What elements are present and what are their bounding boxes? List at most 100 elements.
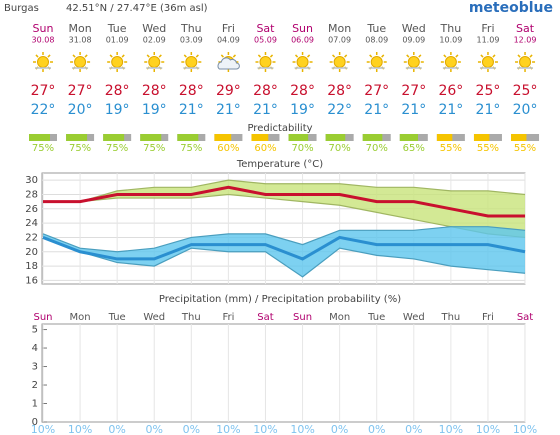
sun-ray [220,54,224,58]
probability-label: 10% [290,423,314,435]
min-temp-label: 21° [438,102,463,118]
sun-icon [185,56,198,68]
y-tick-label: 22 [25,232,38,243]
max-temp-label: 26° [438,83,463,99]
day-date: 12.09 [514,36,537,45]
predictability-bar [288,134,309,141]
y-tick-label: 30 [25,175,38,186]
brand-logo[interactable]: meteoblue [469,0,553,16]
sun-ray [418,54,422,58]
sun-ray [183,54,187,58]
y-tick-label: 1 [32,399,38,410]
day-name: Sun [292,22,313,35]
y-tick-label: 16 [25,275,38,286]
sun-ray [381,54,385,58]
probability-label: 0% [368,423,385,435]
min-temp-label: 22° [31,102,56,118]
sun-ray [344,54,348,58]
max-temp-label: 28° [179,83,204,99]
day-date: 07.09 [328,36,351,45]
y-tick-label: 2 [32,380,38,391]
min-temp-label: 21° [401,102,426,118]
predictability-bar [251,134,269,141]
day-name: Wed [142,22,166,35]
probability-label: 10% [68,423,92,435]
day-date: 04.09 [217,36,240,45]
day-date: 08.09 [365,36,388,45]
precipitation-frame [41,323,526,423]
day-name: Tue [367,312,385,323]
sun-ray [232,54,237,58]
max-temp-label: 25° [476,83,501,99]
day-date: 11.09 [477,36,500,45]
day-date: 02.09 [143,36,166,45]
y-tick-label: 0 [32,417,38,428]
range-edge [43,179,526,203]
probability-label: 10% [216,423,240,435]
min-temp-label: 21° [476,102,501,118]
predictability-bar [362,134,383,141]
day-name: Sun [293,312,312,323]
day-date: 10.09 [439,36,462,45]
day-name: Sun [33,312,52,323]
max-temp-label: 27° [31,83,56,99]
y-tick-label: 26 [25,204,38,215]
day-name: Mon [328,22,351,35]
sun-ray [406,54,410,58]
sun-icon [37,56,49,68]
predictability-bar [399,134,418,141]
predictability-label: 60% [254,143,276,154]
temperature-line [42,235,526,261]
predictability-label: 70% [291,143,313,154]
max-temp-label: 28° [327,83,352,99]
predictability-label: 55% [440,143,462,154]
day-date: 30.08 [32,36,55,45]
max-temp-label: 27° [68,83,93,99]
location: Burgas [4,3,39,14]
predictability-label: 55% [514,143,536,154]
predictability-label: 75% [180,143,202,154]
sun-ray [480,54,484,58]
day-name: Thu [440,22,462,35]
range-edge [42,226,526,253]
predictability-bar [511,134,527,141]
max-temp-label: 25° [513,83,538,99]
temperature-line [43,185,526,218]
predictability-bar [473,134,490,141]
sun-ray [529,54,533,58]
sun-ray [492,54,496,58]
sun-icon [333,56,346,68]
max-temp-label: 28° [105,83,130,99]
day-name: Tue [107,22,127,35]
sun-icon [111,56,124,68]
predictability-bar [103,134,125,141]
sun-ray [146,54,150,58]
sun-ray [306,54,311,58]
min-temp-label: 21° [216,102,241,118]
sun-ray [332,54,336,58]
sun-ray [455,54,459,58]
sun-ray [35,54,39,58]
sun-icon [74,56,87,68]
predictability-bar [140,134,162,141]
predictability-label: 75% [32,143,54,154]
day-date: 31.08 [69,36,92,45]
max-temp-label: 27° [364,83,389,99]
predictability-title: Predictability [247,123,312,134]
predictability-label: 75% [69,143,91,154]
day-name: Thu [180,22,202,35]
sun-icon [296,56,309,68]
sun-ray [294,54,299,58]
min-temp-label: 19° [105,102,130,118]
predictability-bar [214,134,232,141]
day-name: Thu [440,312,460,323]
min-temp-label: 19° [290,102,315,118]
sun-ray [158,54,162,58]
day-name: Fri [222,312,234,323]
predictability-bar [436,134,453,141]
day-name: Mon [329,312,350,323]
predictability-label: 75% [143,143,165,154]
day-name: Mon [68,22,91,35]
max-temp-label: 27° [401,83,426,99]
